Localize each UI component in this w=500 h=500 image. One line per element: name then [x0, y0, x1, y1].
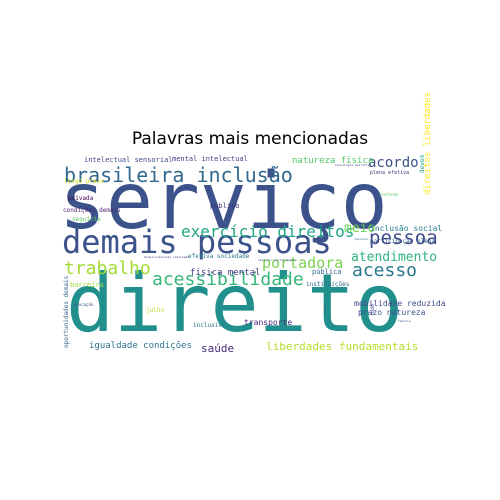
word-igualdade-condições: igualdade condições: [89, 341, 192, 351]
word-direitos-liberdades: direitos liberdades: [423, 92, 433, 195]
word-tecnologia-assistiva: tecnologia assistiva: [335, 163, 371, 167]
word-inclusive: inclusive: [193, 322, 226, 329]
word-condições-demais: condições demais: [63, 207, 121, 214]
word-barreira: barreira: [70, 281, 104, 289]
word-plena-efetiva: plena efetiva: [370, 170, 409, 176]
word-dever: dever: [323, 303, 327, 312]
word-pessoa: pessoa: [369, 227, 438, 249]
word-acordo: acordo: [368, 155, 419, 171]
word-meio: meio: [344, 221, 375, 236]
word-portadora: portadora: [262, 254, 343, 272]
word-demais-pessoas: demais pessoas: [62, 223, 332, 261]
word-intelectual-sensorial: intelectual sensorial: [84, 156, 173, 164]
word-público: público: [210, 202, 240, 210]
word-brasileira-inclusão: brasileira inclusão: [64, 163, 293, 187]
word-oportunidades-demais: oportunidades demais: [63, 275, 70, 348]
word-todo: todo: [370, 304, 376, 316]
word-participação-plena: participação plena: [370, 238, 435, 245]
word-família: família: [398, 319, 411, 323]
word-pública: pública: [312, 268, 342, 276]
word-instituições: instituições: [306, 281, 350, 288]
word-exercício-direitos: exercício direitos: [181, 222, 354, 241]
word-devem: devem: [419, 155, 426, 173]
word-obstruir-participação: obstruir participação: [258, 258, 296, 262]
word-privada: privada: [68, 195, 94, 202]
word-mental-intelectual: mental intelectual: [172, 155, 248, 163]
word-julho: julho: [146, 307, 164, 314]
word-transporte: transporte: [244, 318, 292, 327]
word-longo-prazo: longo prazo: [64, 178, 104, 185]
word-biopsicossocial-realizada: biopsicossocial realizada: [144, 255, 189, 259]
word-acesso: acesso: [352, 260, 417, 281]
chart-title: Palavras mais mencionadas: [131, 129, 369, 149]
word-direito: direito: [66, 257, 403, 350]
word-prazo-natureza: prazo natureza: [358, 308, 426, 317]
word-inclusão-social: inclusão social: [370, 224, 442, 233]
word-atendimento: atendimento: [351, 250, 437, 265]
word-acessibilidade: acessibilidade: [152, 269, 304, 290]
word-mobilidade-reduzida: mobilidade reduzida: [354, 299, 446, 308]
word-impresso: impresso: [354, 237, 369, 241]
word-saúde: saúde: [201, 342, 234, 355]
word-trabalho: trabalho: [64, 258, 151, 279]
word-educação: educação: [74, 302, 94, 307]
word-física-mental: física mental: [190, 268, 260, 278]
word-natureza-física: natureza física: [292, 156, 373, 166]
word-liberdades-fundamentais: liberdades fundamentais: [266, 340, 418, 353]
word-efetiva-sociedade: efetiva sociedade: [188, 253, 250, 260]
word-serviço: serviço: [59, 157, 388, 247]
word-seguinte: seguinte: [72, 216, 101, 223]
word-conforme: conforme: [379, 192, 399, 197]
